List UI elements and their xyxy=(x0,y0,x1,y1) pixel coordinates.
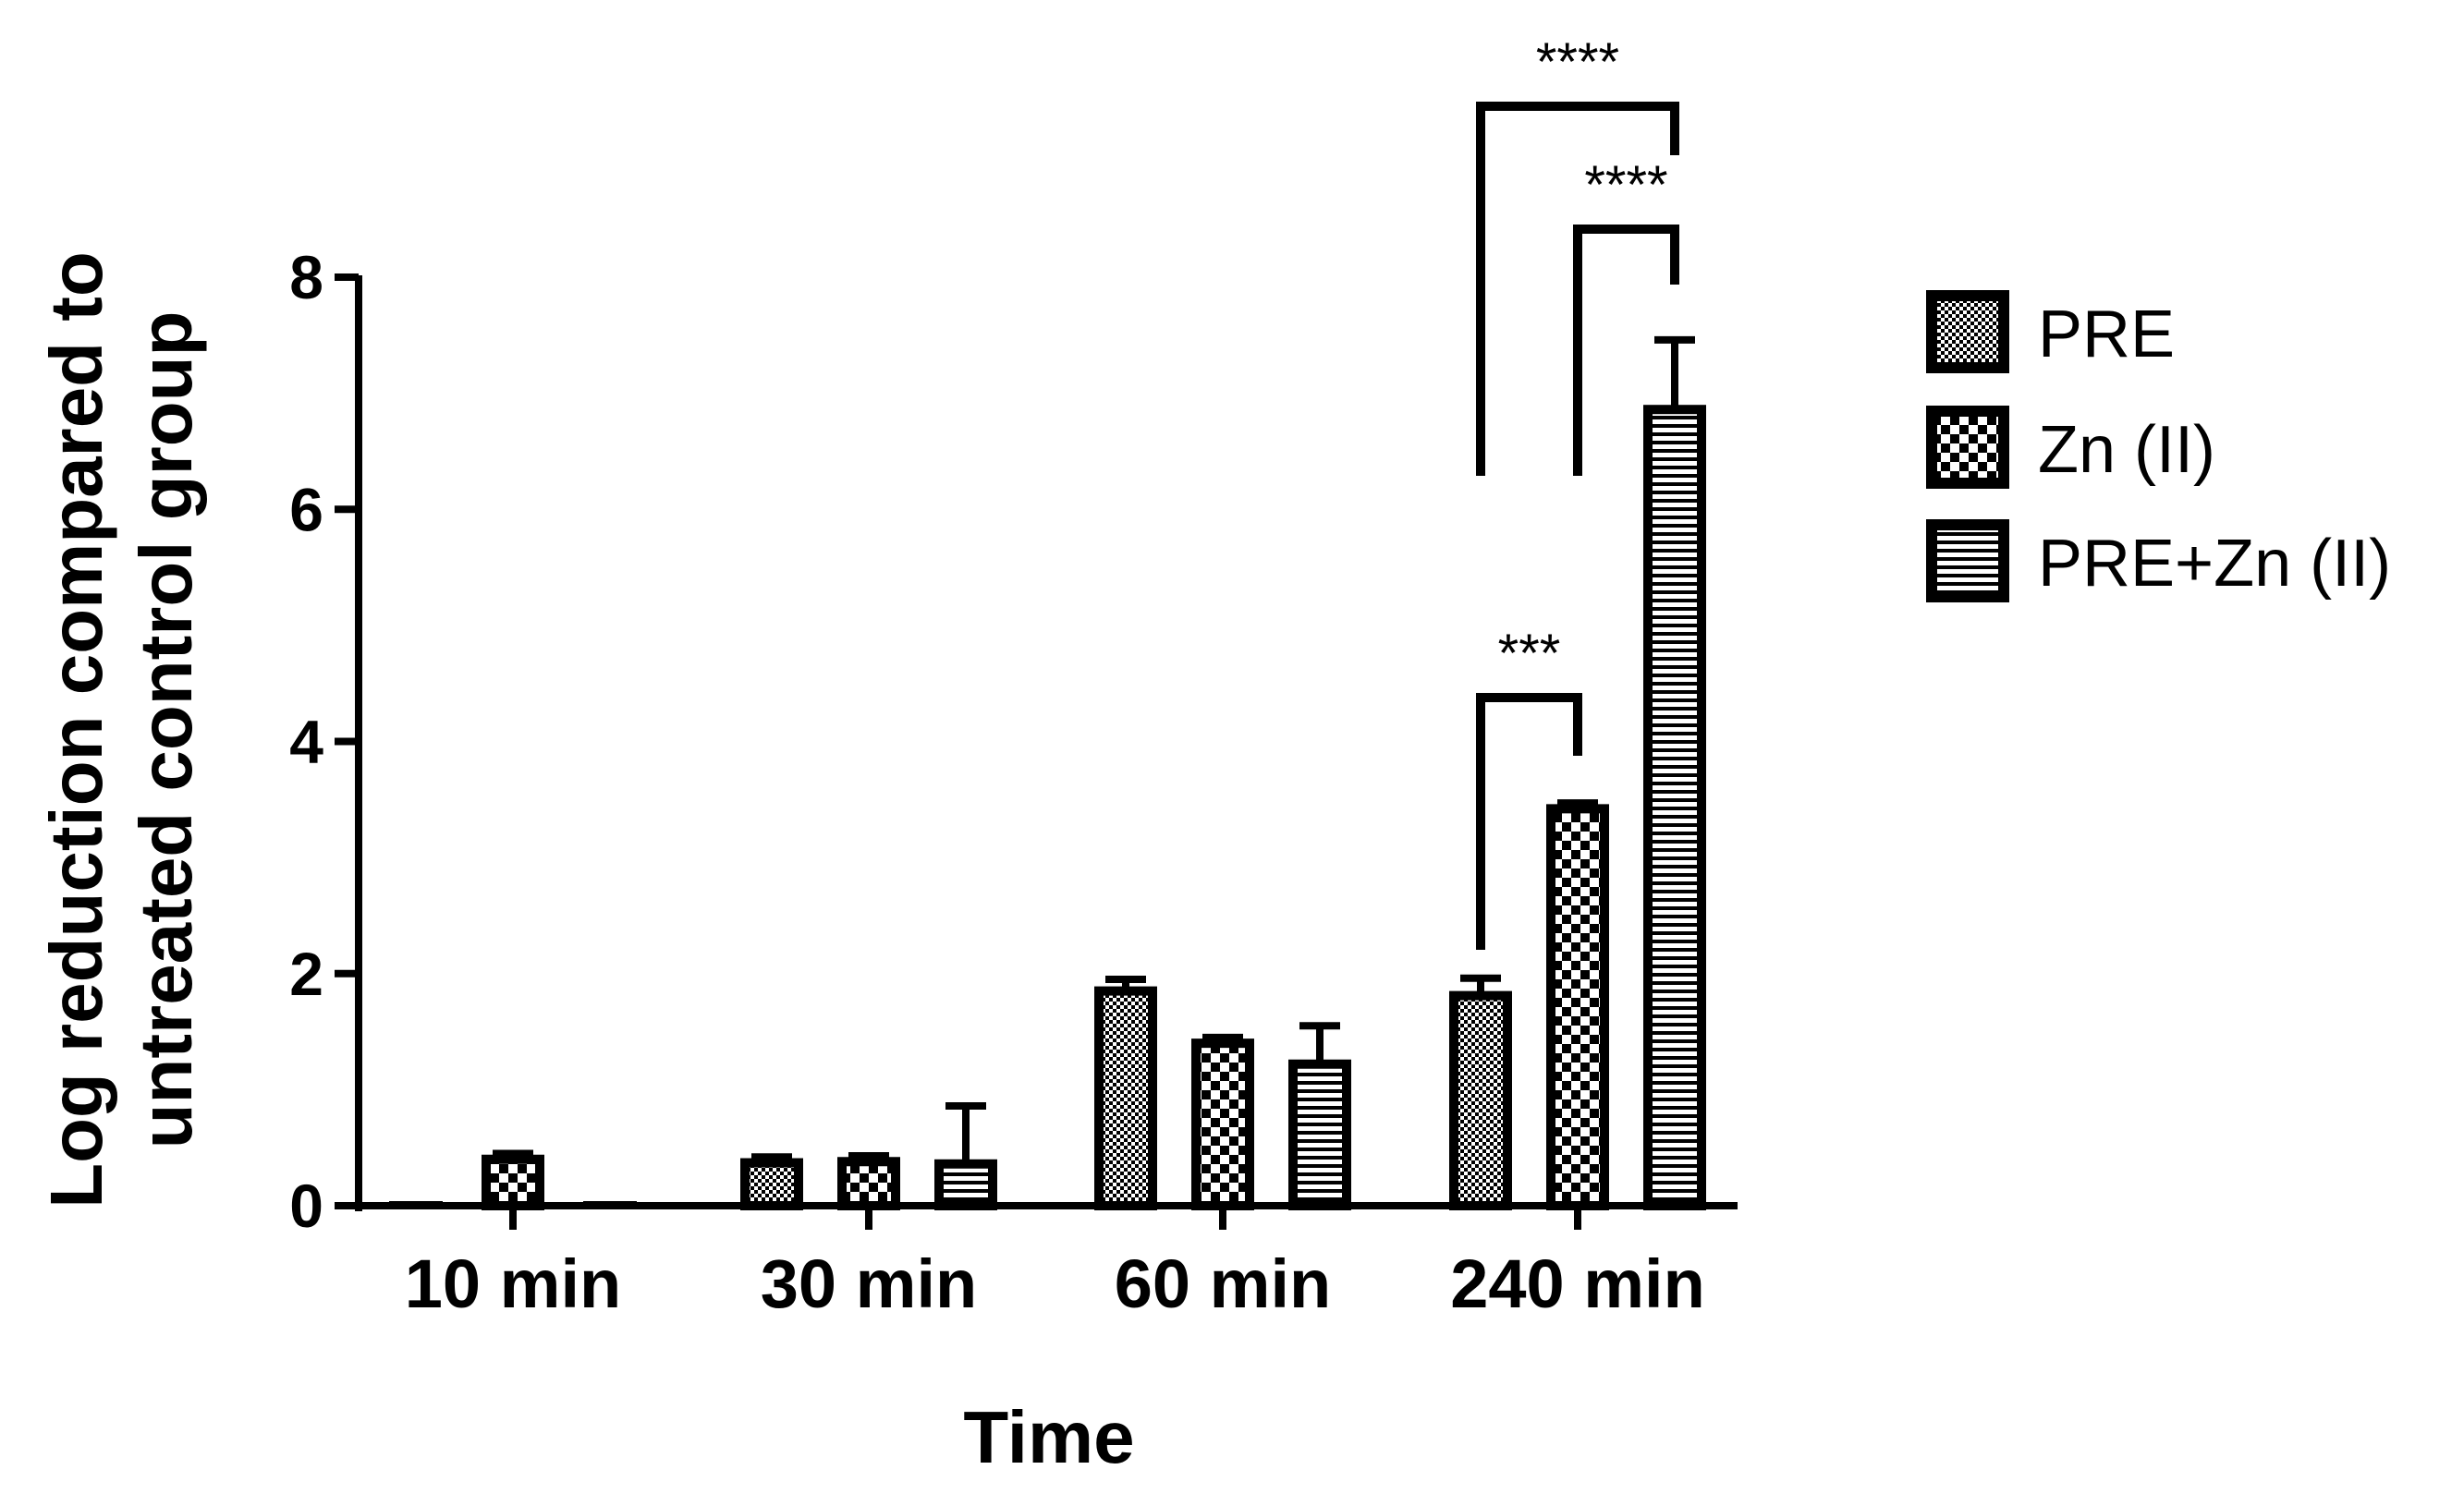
x-category-label: 240 min xyxy=(1450,1245,1705,1322)
significance-label: *** xyxy=(1498,624,1561,684)
significance-label: **** xyxy=(1536,32,1619,92)
y-tick-label: 2 xyxy=(289,940,323,1008)
y-tick-label: 6 xyxy=(289,475,323,543)
bar xyxy=(1191,1038,1254,1210)
y-tick-label: 8 xyxy=(289,243,323,311)
legend-swatch-pre xyxy=(1926,290,2009,373)
significance-bracket xyxy=(1573,225,1679,476)
y-tick-label: 4 xyxy=(289,708,323,776)
legend-label-pre-zn: PRE+Zn (II) xyxy=(2038,527,2391,601)
bar xyxy=(934,1159,997,1211)
bar xyxy=(1449,990,1512,1211)
bar xyxy=(1546,804,1609,1210)
significance-bracket xyxy=(1476,102,1679,476)
bars xyxy=(389,335,1706,1211)
significance-bracket xyxy=(1476,693,1582,950)
bar xyxy=(1094,986,1157,1210)
bar xyxy=(482,1154,544,1210)
legend-swatch-pre-zn xyxy=(1926,519,2009,602)
y-axis-title-line2: untreated control group xyxy=(125,311,207,1149)
y-tick-label: 0 xyxy=(289,1172,323,1240)
significance-label: **** xyxy=(1584,155,1667,215)
y-axis-title-line1: Log reduction compared to xyxy=(35,251,117,1208)
bar xyxy=(837,1157,900,1210)
legend: PRE Zn (II) PRE+Zn (II) xyxy=(1926,290,2391,602)
y-ticks: 0 2 4 6 8 xyxy=(289,243,359,1240)
legend-label-zn: Zn (II) xyxy=(2038,413,2215,487)
bar xyxy=(1288,1059,1351,1211)
bar xyxy=(1643,405,1706,1210)
significance-brackets: *********** xyxy=(1476,32,1679,950)
legend-swatch-zn xyxy=(1926,406,2009,489)
x-category-labels: 10 min 30 min 60 min 240 min xyxy=(405,1206,1705,1322)
x-category-label: 30 min xyxy=(761,1245,977,1322)
x-category-label: 60 min xyxy=(1115,1245,1331,1322)
legend-label-pre: PRE xyxy=(2038,298,2175,371)
x-axis-title: Time xyxy=(963,1396,1134,1478)
axes xyxy=(355,275,1738,1211)
x-category-label: 10 min xyxy=(405,1245,621,1322)
bar xyxy=(740,1158,803,1211)
